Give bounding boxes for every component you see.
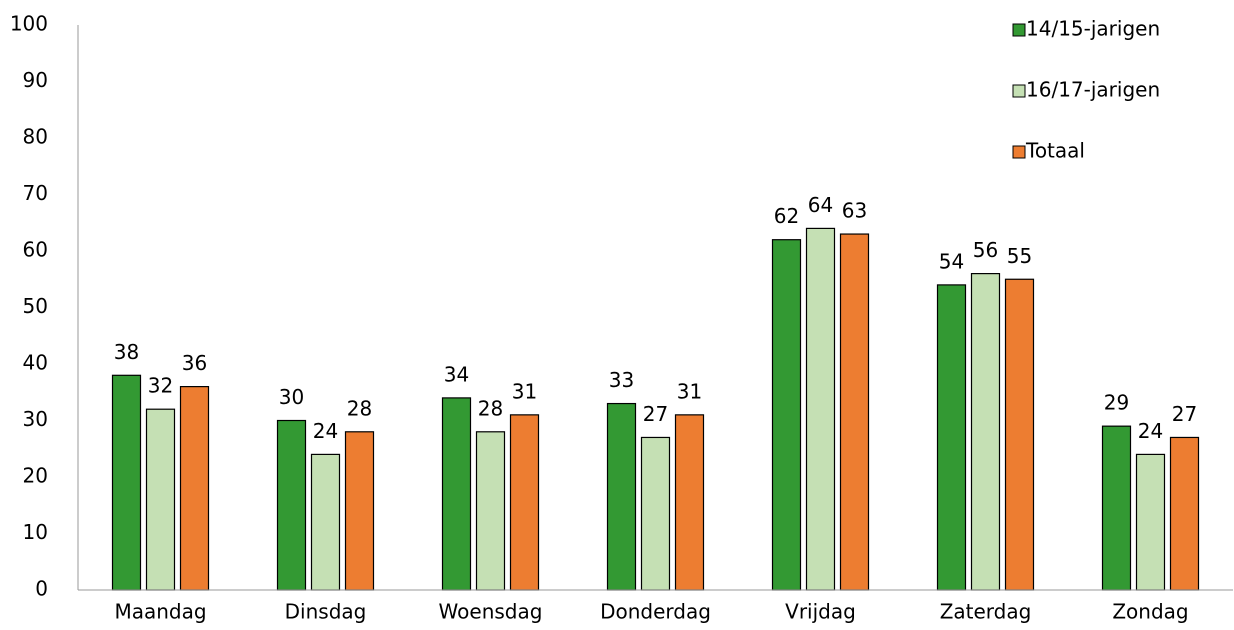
- bar: [805, 227, 836, 591]
- bar: [1135, 453, 1166, 591]
- bar: [475, 431, 506, 591]
- data-label: 55: [1007, 244, 1032, 268]
- y-tick-label: 60: [23, 238, 48, 262]
- legend-label: 14/15-jarigen: [1026, 17, 1160, 41]
- data-label: 54: [939, 249, 964, 273]
- bar: [674, 414, 705, 591]
- data-label: 29: [1104, 391, 1129, 415]
- bar: [310, 453, 341, 591]
- y-tick-label: 100: [10, 12, 48, 36]
- bar: [640, 436, 671, 591]
- data-label: 32: [148, 374, 173, 398]
- legend-swatch: [1012, 84, 1026, 98]
- data-label: 56: [973, 238, 998, 262]
- bar: [1004, 278, 1035, 591]
- bar: [111, 374, 142, 591]
- data-label: 28: [347, 396, 372, 420]
- bar: [839, 233, 870, 591]
- bar: [771, 239, 802, 591]
- legend-label: 16/17-jarigen: [1026, 78, 1160, 102]
- x-tick-label: Woensdag: [439, 600, 543, 624]
- data-label: 28: [478, 396, 503, 420]
- y-tick-label: 50: [23, 294, 48, 318]
- legend-swatch: [1012, 23, 1026, 37]
- legend-swatch: [1012, 145, 1026, 159]
- y-tick-label: 40: [23, 351, 48, 375]
- x-tick-label: Zondag: [1112, 600, 1188, 624]
- data-label: 62: [774, 204, 799, 228]
- x-tick-label: Donderdag: [600, 600, 711, 624]
- data-label: 34: [444, 362, 469, 386]
- y-tick-label: 80: [23, 125, 48, 149]
- bar: [1101, 425, 1132, 591]
- y-tick-label: 10: [23, 520, 48, 544]
- bar: [344, 431, 375, 591]
- y-tick-label: 30: [23, 407, 48, 431]
- data-label: 30: [279, 385, 304, 409]
- bar: [276, 419, 307, 591]
- bar: [606, 402, 637, 591]
- y-tick-label: 0: [35, 577, 48, 601]
- data-label: 27: [643, 402, 668, 426]
- data-label: 33: [609, 368, 634, 392]
- data-label: 64: [808, 193, 833, 217]
- x-tick-label: Dinsdag: [285, 600, 367, 624]
- bar: [936, 284, 967, 591]
- data-label: 27: [1172, 402, 1197, 426]
- data-label: 38: [114, 340, 139, 364]
- bar: [179, 386, 210, 591]
- x-tick-label: Vrijdag: [785, 600, 856, 624]
- data-label: 31: [677, 379, 702, 403]
- x-tick-label: Maandag: [114, 600, 206, 624]
- bar: [509, 414, 540, 591]
- data-label: 31: [512, 379, 537, 403]
- data-label: 24: [313, 419, 338, 443]
- bar: [441, 397, 472, 591]
- data-label: 24: [1138, 419, 1163, 443]
- y-tick-label: 20: [23, 464, 48, 488]
- bar: [1169, 436, 1200, 591]
- bar: [970, 273, 1001, 591]
- y-tick-label: 70: [23, 181, 48, 205]
- data-label: 36: [182, 351, 207, 375]
- legend-label: Totaal: [1025, 139, 1085, 163]
- bar: [145, 408, 176, 591]
- y-tick-label: 90: [23, 68, 48, 92]
- x-tick-label: Zaterdag: [940, 600, 1032, 624]
- data-label: 63: [842, 199, 867, 223]
